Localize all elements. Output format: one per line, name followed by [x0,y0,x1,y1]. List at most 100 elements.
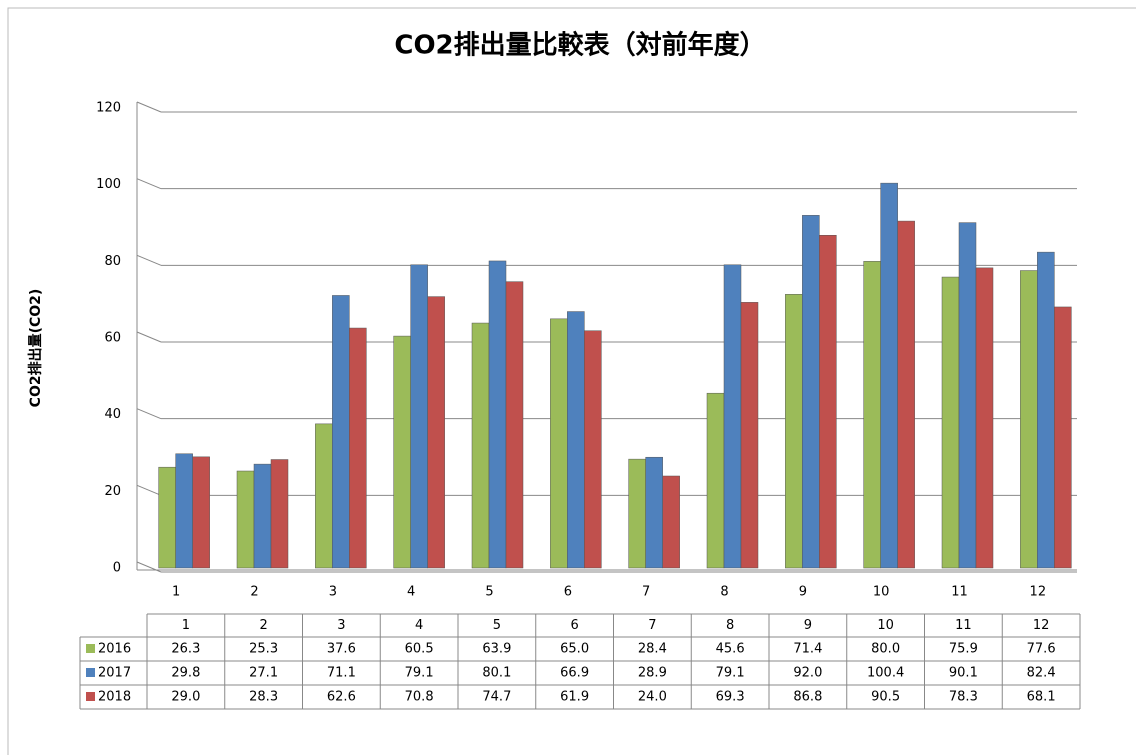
legend-swatch [86,668,95,677]
bar [706,392,725,569]
x-tick-label: 2 [250,585,258,600]
table-cell: 90.5 [871,690,900,705]
legend-label: 2016 [98,642,131,657]
grid-line [136,331,162,343]
table-header: 12 [1033,618,1050,633]
table-cell: 71.4 [793,642,822,657]
table-header: 9 [804,618,812,633]
bar [584,330,602,569]
x-tick-label: 8 [720,585,728,600]
bar [723,264,742,569]
bar [819,235,837,569]
table-cell: 29.8 [171,666,200,681]
table-header: 10 [877,618,894,633]
table-header: 8 [726,618,734,633]
table-header: 7 [648,618,656,633]
table-header: 4 [415,618,423,633]
grid-line [136,408,162,420]
bar [332,295,350,569]
bar [567,311,585,569]
bar [628,458,646,569]
bar [270,459,289,569]
x-tick-label: 6 [564,585,572,600]
table-cell: 62.6 [327,690,356,705]
bar [662,475,680,569]
bar [253,463,272,569]
table-cell: 77.6 [1027,642,1056,657]
table-cell: 45.6 [716,642,745,657]
bar [550,318,568,569]
legend-swatch [86,644,95,653]
table-cell: 60.5 [405,642,434,657]
bar [427,296,445,569]
bar [471,322,490,569]
table-cell: 100.4 [867,666,904,681]
x-tick-label: 11 [951,585,968,600]
x-tick-label: 10 [873,585,890,600]
table-cell: 63.9 [482,642,511,657]
table-cell: 79.1 [405,666,434,681]
table-cell: 90.1 [949,666,978,681]
bar [505,281,524,569]
y-tick-label: 80 [104,254,121,269]
bar [802,215,820,569]
grid-line [136,484,162,496]
y-axis-label: CO2排出量(CO2) [27,289,44,408]
table-cell: 61.9 [560,690,589,705]
table-cell: 70.8 [405,690,434,705]
y-tick-label: 40 [104,407,121,422]
table-cell: 80.1 [482,666,511,681]
grid-line [136,178,162,190]
table-cell: 24.0 [638,690,667,705]
bar [236,470,255,569]
table-cell: 26.3 [171,642,200,657]
bar [158,466,176,569]
bar [975,267,994,569]
table-header: 11 [955,618,972,633]
y-tick-label: 20 [104,484,121,499]
bar [740,302,759,569]
y-tick-label: 60 [104,331,121,346]
x-tick-label: 4 [407,585,415,600]
table-cell: 75.9 [949,642,978,657]
bar [393,335,411,569]
x-tick-label: 5 [485,585,493,600]
table-cell: 65.0 [560,642,589,657]
grid-line [136,254,162,266]
table-cell: 28.9 [638,666,667,681]
legend-label: 2017 [98,666,131,681]
table-cell: 92.0 [793,666,822,681]
x-tick-label: 12 [1030,585,1047,600]
legend-swatch [86,692,95,701]
table-cell: 37.6 [327,642,356,657]
y-tick-label: 100 [96,177,121,192]
table-header: 6 [570,618,578,633]
table-header: 1 [182,618,190,633]
grid-line [136,101,162,113]
bar [958,222,977,569]
table-header: 5 [493,618,501,633]
bar [175,453,193,569]
x-tick-label: 1 [172,585,180,600]
bar [863,261,881,569]
table-cell: 68.1 [1027,690,1056,705]
table-header: 2 [259,618,267,633]
bar [785,294,803,569]
legend-label: 2018 [98,690,131,705]
table-cell: 82.4 [1027,666,1056,681]
bar [192,456,210,569]
chart-title: CO2排出量比較表（対前年度） [394,30,765,61]
bar [645,456,663,569]
table-cell: 66.9 [560,666,589,681]
table-cell: 79.1 [716,666,745,681]
table-cell: 28.3 [249,690,278,705]
bar [880,182,898,569]
table-cell: 28.4 [638,642,667,657]
y-tick-label: 0 [113,561,121,576]
x-tick-label: 9 [799,585,807,600]
table-header: 3 [337,618,345,633]
bar [410,264,428,569]
x-tick-label: 7 [642,585,650,600]
x-tick-label: 3 [329,585,337,600]
